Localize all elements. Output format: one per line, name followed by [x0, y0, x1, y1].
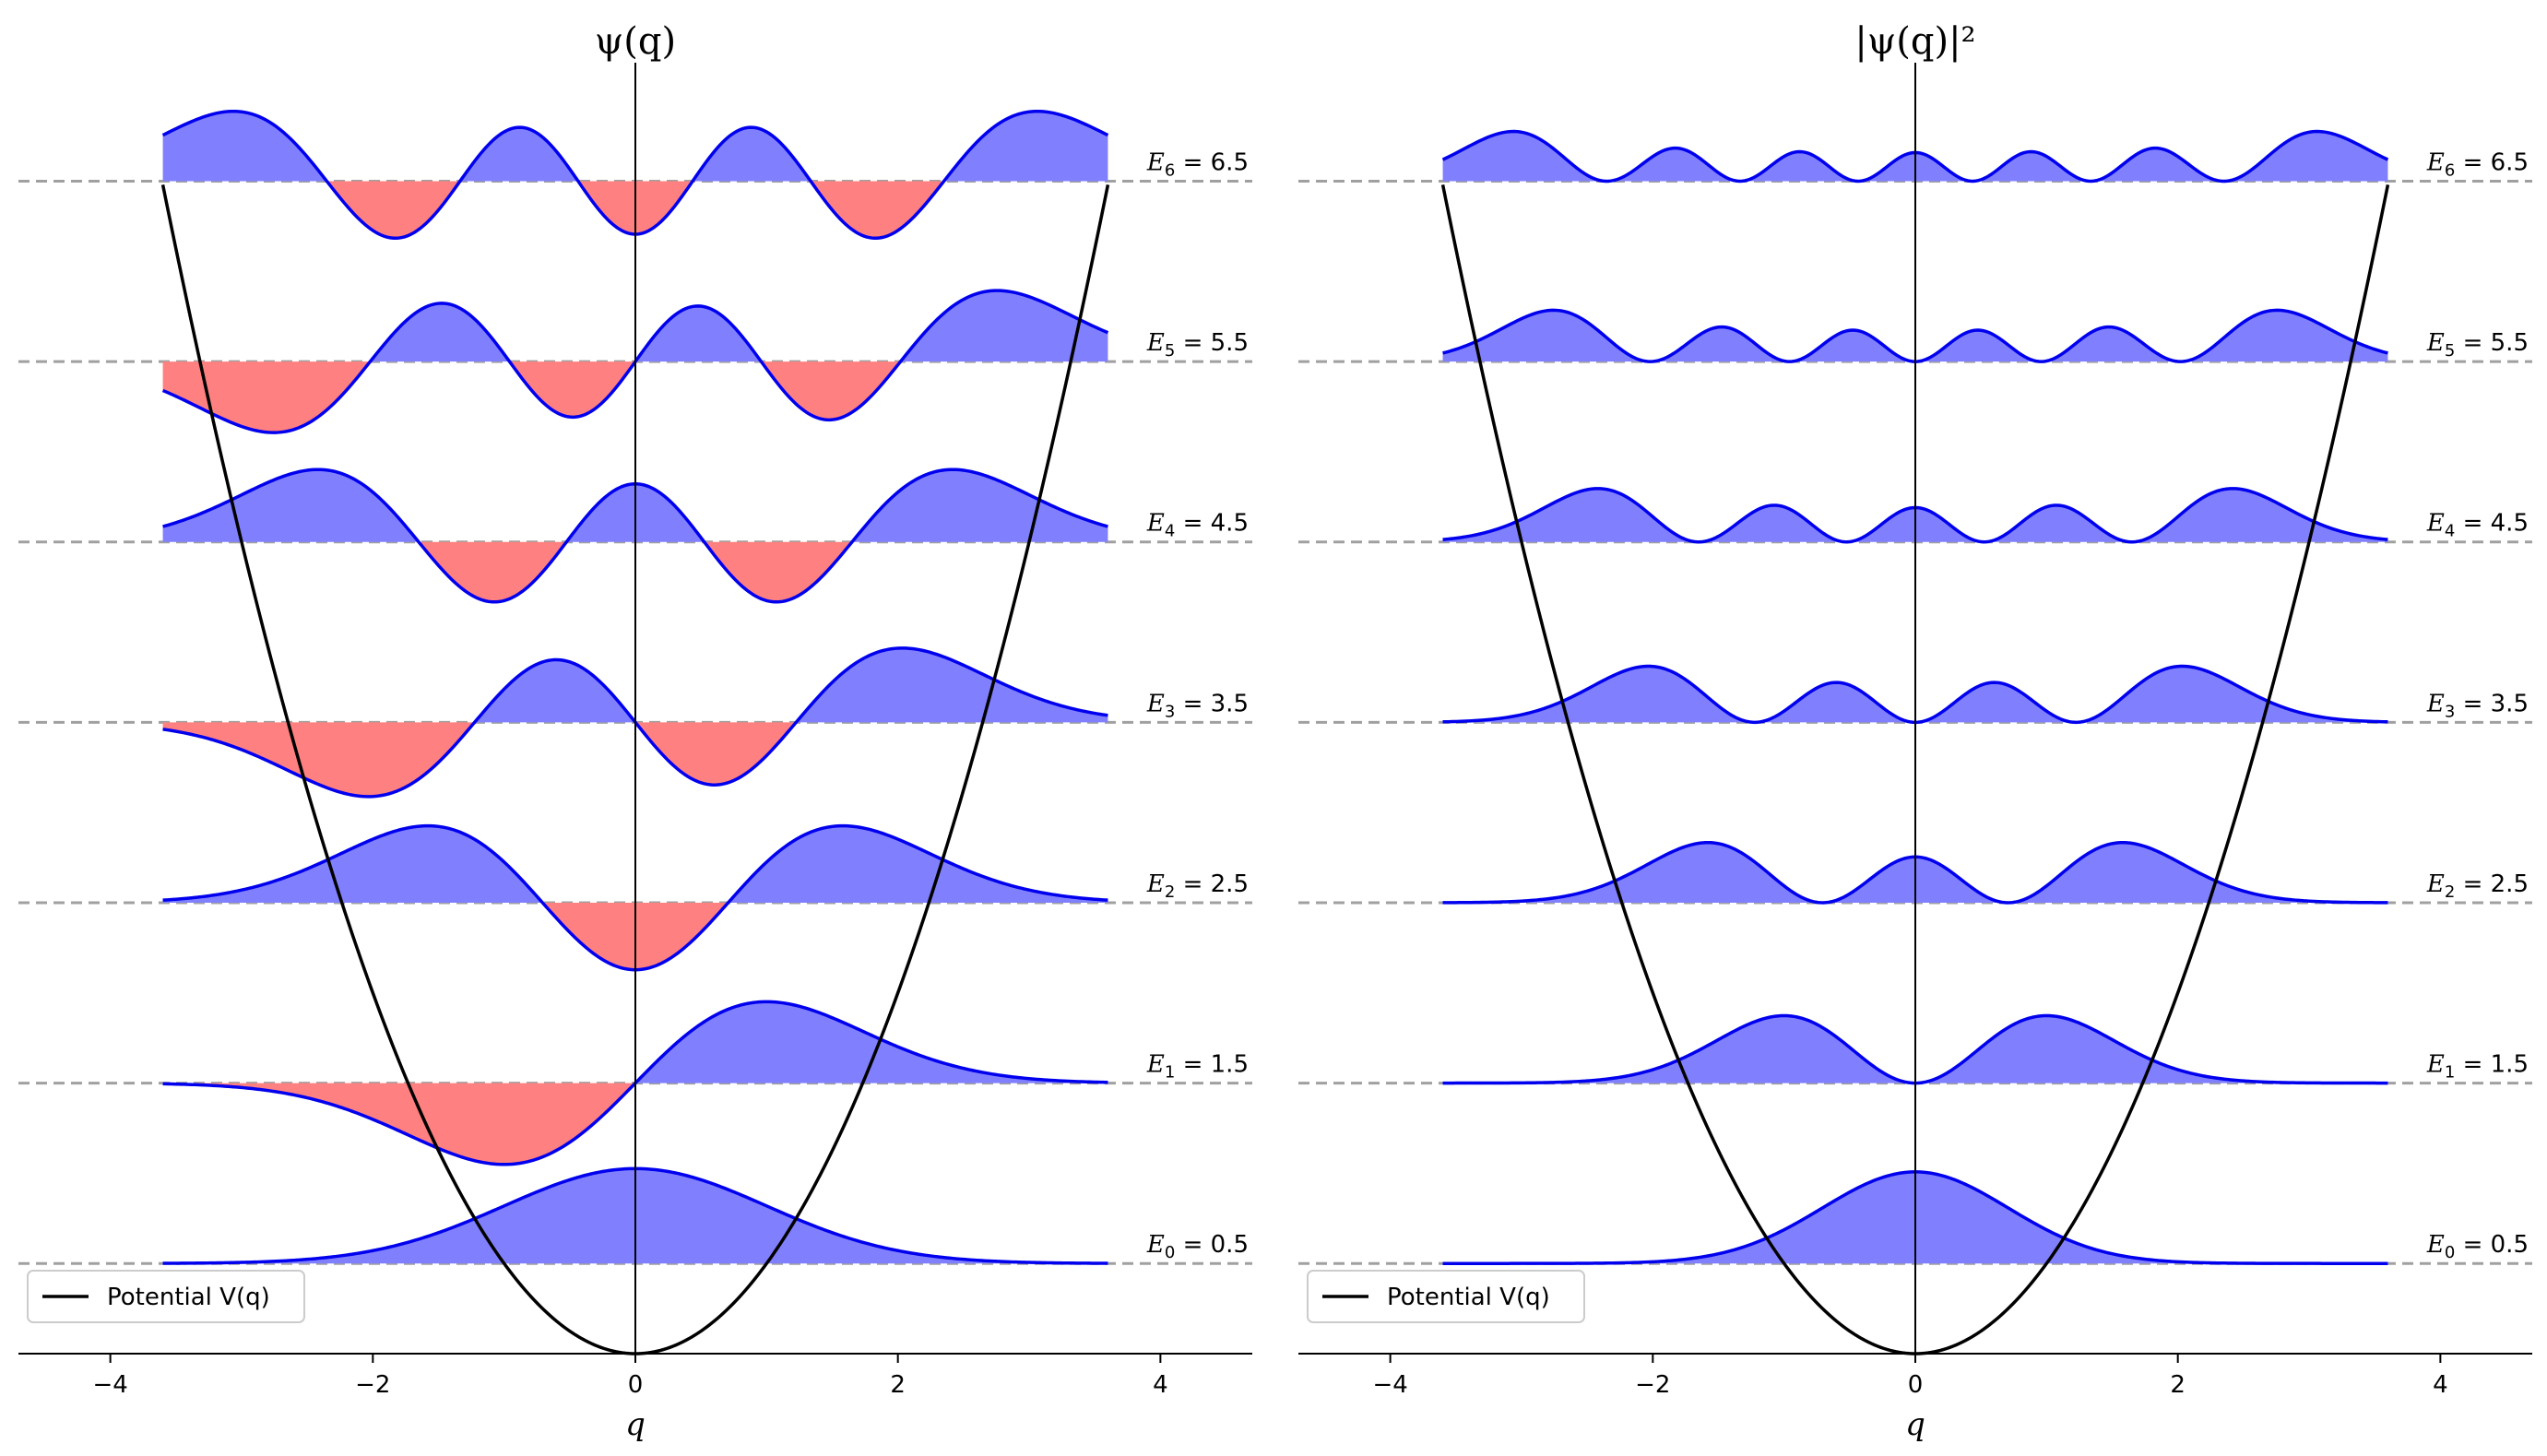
negative-fill-1	[162, 1083, 1108, 1165]
legend-box	[27, 1270, 305, 1323]
positive-fill-2	[162, 825, 1108, 903]
x-axis-label: q	[625, 1406, 646, 1443]
legend: Potential V(q)	[27, 1270, 305, 1323]
x-tick-label: 4	[2433, 1371, 2448, 1399]
negative-fill-3	[162, 722, 1108, 797]
x-axis-label: q	[1905, 1406, 1925, 1443]
positive-fill-3	[1442, 666, 2388, 723]
energy-label-5: E5 = 5.5	[2426, 329, 2529, 361]
legend: Potential V(q)	[1307, 1270, 1585, 1323]
energy-label-1: E1 = 1.5	[1146, 1051, 1249, 1083]
x-tick-label: 4	[1153, 1371, 1168, 1399]
negative-fill-5	[162, 361, 1108, 433]
energy-label-6: E6 = 6.5	[2426, 148, 2529, 180]
energy-label-0: E0 = 0.5	[2426, 1231, 2529, 1262]
energy-label-4: E4 = 4.5	[2426, 510, 2529, 541]
x-tick-label: −4	[1372, 1371, 1407, 1399]
x-tick-label: 0	[1908, 1371, 1924, 1399]
energy-label-6: E6 = 6.5	[1146, 148, 1249, 180]
positive-fill-5	[162, 290, 1108, 362]
legend-label: Potential V(q)	[107, 1284, 270, 1311]
positive-fill-6	[162, 111, 1108, 182]
wavefunction-panel: −4 −2 0 2 4 q ψ(q) E0 = 0.5 E1 = 1.5 E2 = 2.5 E3 =…	[18, 20, 1252, 1443]
legend-box	[1307, 1270, 1585, 1323]
energy-label-5: E5 = 5.5	[1146, 329, 1249, 361]
x-tick-label: −2	[355, 1371, 390, 1399]
x-tick-label: 2	[2170, 1371, 2186, 1399]
energy-label-4: E4 = 4.5	[1146, 510, 1249, 541]
x-tick-label: 0	[628, 1371, 644, 1399]
positive-fill-3	[162, 647, 1108, 723]
legend-label: Potential V(q)	[1387, 1284, 1550, 1311]
energy-label-3: E3 = 3.5	[2426, 690, 2529, 721]
energy-label-3: E3 = 3.5	[1146, 690, 1249, 721]
energy-label-2: E2 = 2.5	[2426, 870, 2529, 902]
panel-title: |ψ(q)|²	[1854, 20, 1975, 63]
x-tick-label: −4	[92, 1371, 127, 1399]
x-tick-label: 2	[890, 1371, 906, 1399]
positive-fill-1	[1442, 1015, 2388, 1083]
x-tick-label: −2	[1635, 1371, 1670, 1399]
energy-label-1: E1 = 1.5	[2426, 1051, 2529, 1083]
positive-fill-5	[1442, 310, 2388, 362]
energy-label-2: E2 = 2.5	[1146, 870, 1249, 902]
panel-title: ψ(q)	[595, 20, 676, 63]
probability-panel: −4 −2 0 2 4 q |ψ(q)|² E0 = 0.5 E1 = 1.5 E2 = 2.5 E…	[1298, 20, 2532, 1443]
energy-label-0: E0 = 0.5	[1146, 1231, 1249, 1262]
